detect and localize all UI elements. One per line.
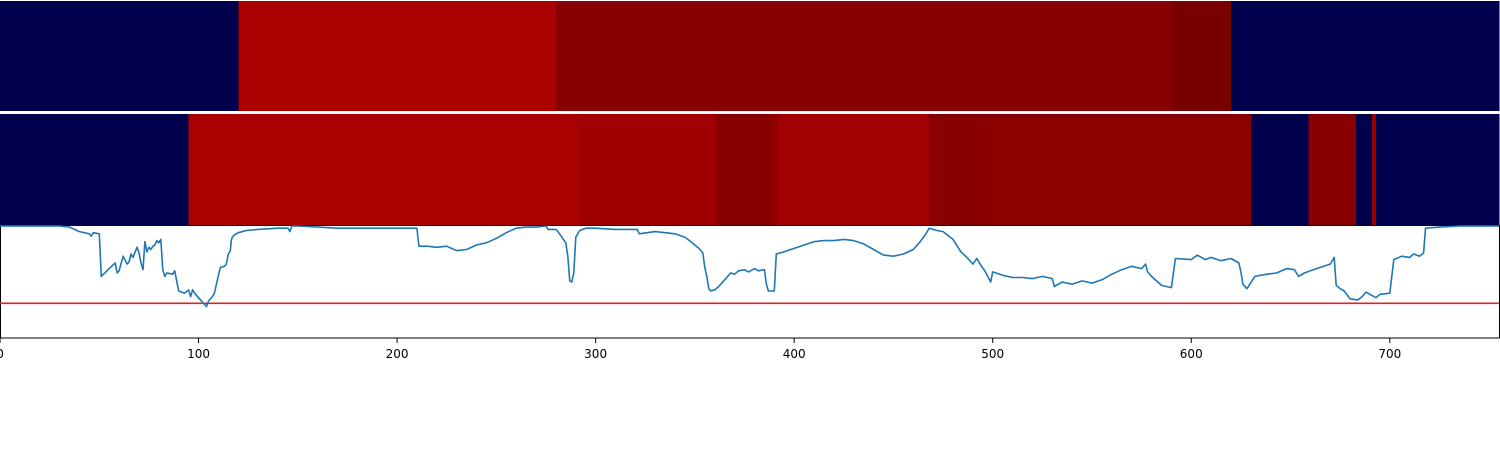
heatmap-segment-1-2 xyxy=(577,114,716,225)
x-axis: 0 100 200 300 400 500 600 700 xyxy=(0,338,1401,361)
heatmap-segment-0-2 xyxy=(555,1,1173,111)
x-tick-label-100: 100 xyxy=(187,347,210,361)
heatmap-middle-band xyxy=(0,114,1500,225)
heatmap-segment-1-0 xyxy=(0,114,190,225)
x-tick-label-200: 200 xyxy=(386,347,409,361)
heatmap-segment-1-3 xyxy=(714,114,771,225)
x-tick-label-600: 600 xyxy=(1180,347,1203,361)
x-tick-label-700: 700 xyxy=(1378,347,1401,361)
x-tick-label-500: 500 xyxy=(981,347,1004,361)
heatmap-segment-1-4 xyxy=(770,114,779,225)
heatmap-segment-1-11 xyxy=(1371,114,1377,225)
series-line xyxy=(0,225,1499,308)
heatmap-segment-1-9 xyxy=(1308,114,1357,225)
heatmap-segment-1-12 xyxy=(1375,114,1500,225)
heatmap-segment-0-4 xyxy=(1230,1,1500,111)
x-tick-label-300: 300 xyxy=(584,347,607,361)
heatmap-segment-1-8 xyxy=(1250,114,1309,225)
x-tick-label-400: 400 xyxy=(783,347,806,361)
heatmap-segment-1-6 xyxy=(929,114,992,225)
heatmap-segment-1-10 xyxy=(1356,114,1373,225)
heatmap-segment-1-1 xyxy=(188,114,579,225)
heatmap-segment-1-5 xyxy=(778,114,930,225)
line-plot-frame xyxy=(0,225,1500,339)
heatmap-top-band xyxy=(0,1,1500,111)
heatmap-segment-0-1 xyxy=(238,1,557,111)
heatmap-segment-0-3 xyxy=(1171,1,1232,111)
x-tick-label-0: 0 xyxy=(0,347,4,361)
heatmap-segment-1-7 xyxy=(990,114,1252,225)
line-plot-panel xyxy=(0,225,1500,339)
heatmap-segment-0-0 xyxy=(0,1,239,111)
